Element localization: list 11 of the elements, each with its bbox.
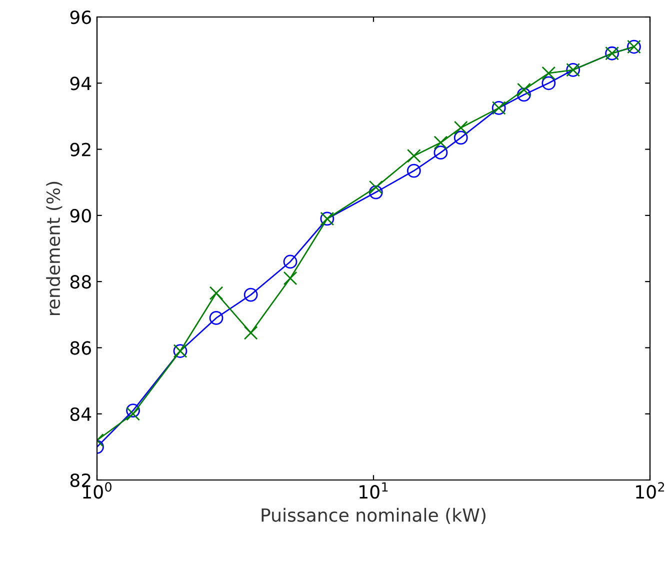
y-tick-label: 96 <box>70 10 91 24</box>
x-tick-label: 10$^{2}$ <box>636 482 664 499</box>
y-tick-label: 94 <box>70 76 92 90</box>
y-tick-label: 92 <box>70 142 90 156</box>
x-axis-title: Puissance nominale (kW) <box>262 508 486 524</box>
y-tick-label: 84 <box>70 407 92 421</box>
y-tick-label: 88 <box>70 275 91 289</box>
y-tick-label: 90 <box>70 208 91 223</box>
y-tick-label: 86 <box>70 341 91 355</box>
y-axis-title: rendement (%) <box>46 182 62 316</box>
x-tick-label: 10$^{1}$ <box>360 482 388 499</box>
